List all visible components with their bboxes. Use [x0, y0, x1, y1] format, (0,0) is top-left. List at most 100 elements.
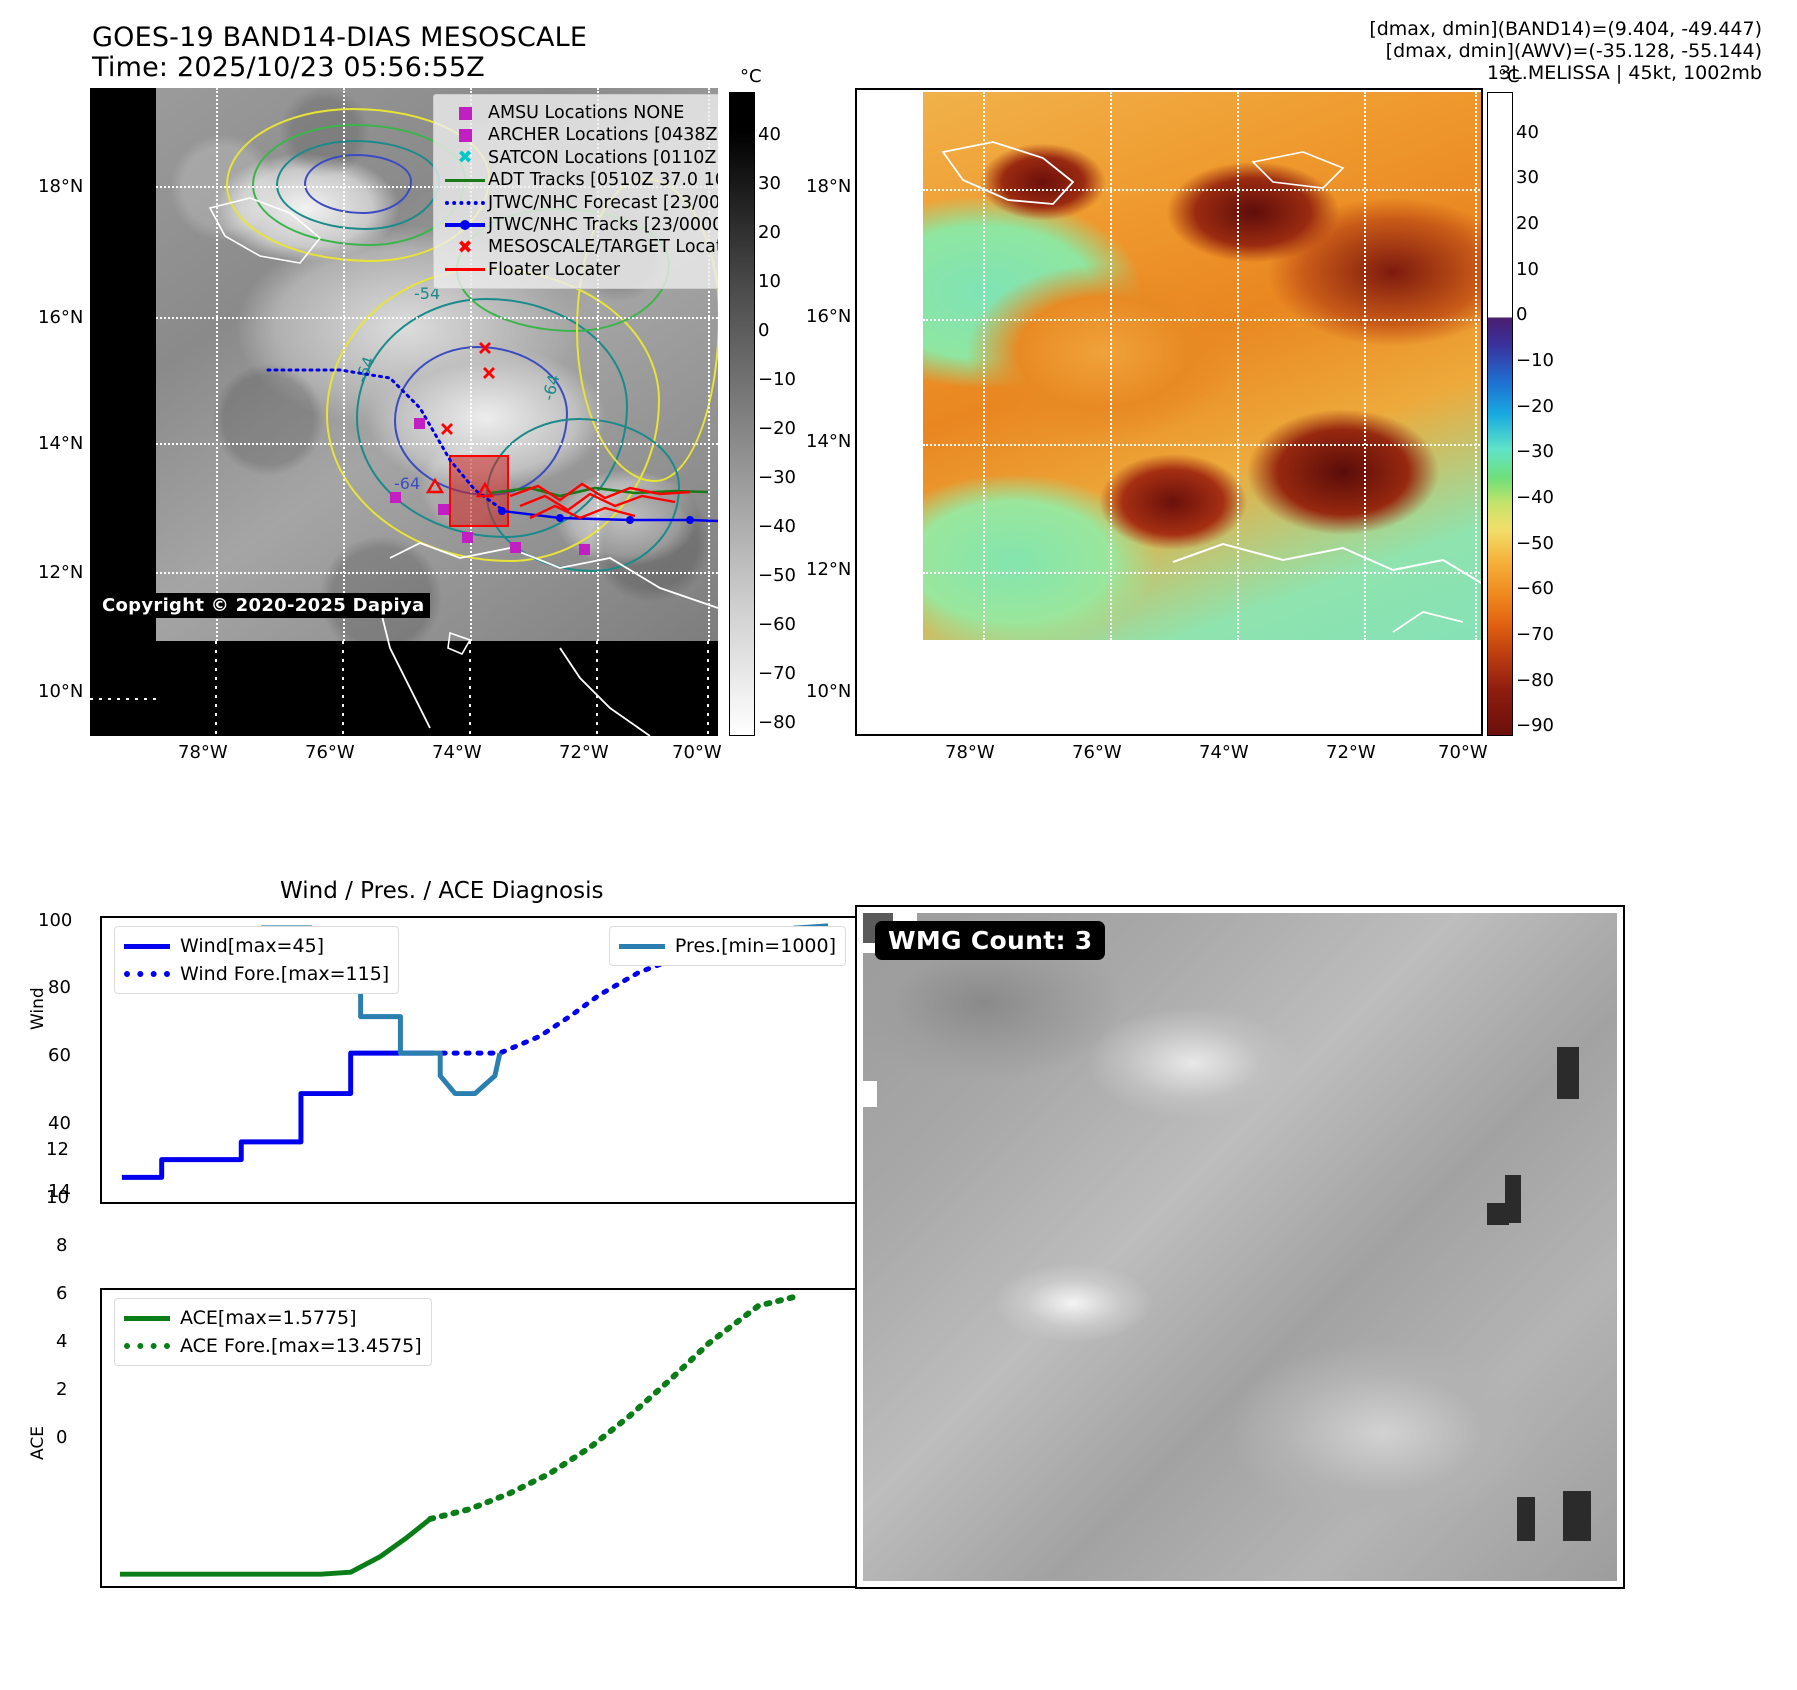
map-gridline-lon — [597, 88, 599, 641]
ace-axis-label: ACE — [28, 1426, 48, 1460]
legend-label: ACE Fore.[max=13.4575] — [180, 1335, 422, 1357]
awv-lon-tick: 72°W — [1326, 742, 1376, 763]
map-gridline-lon — [216, 88, 218, 641]
wmg-count-badge: WMG Count: 3 — [875, 921, 1106, 960]
map-gridline-lat — [923, 572, 1481, 574]
map-gridline-lat — [923, 444, 1481, 446]
legend-item-satcon: ✖ SATCON Locations [0110Z 46 997] — [442, 147, 718, 169]
wmg-dark-cell — [1505, 1175, 1521, 1223]
legend-label: JTWC/NHC Tracks [23/0000Z] — [488, 214, 718, 235]
legend-item-ace: ACE[max=1.5775] — [124, 1304, 422, 1332]
ir-lon-tick: 76°W — [305, 742, 355, 763]
awv-lon-tick: 76°W — [1072, 742, 1122, 763]
ace-chart[interactable]: ACE[max=1.5775] ACE Fore.[max=13.4575] — [100, 1288, 860, 1588]
wind-ytick: 40 — [48, 1113, 71, 1134]
ir-satellite-map[interactable]: -54 -64 -64 -64 — [90, 88, 718, 736]
map-gridline-lat — [923, 319, 1481, 321]
map-gridline-lon — [983, 92, 985, 640]
wmg-dark-cell — [1557, 1047, 1579, 1099]
ir-lat-tick: 10°N — [38, 681, 84, 702]
pressure-line-icon — [618, 943, 675, 949]
wmg-dark-cell — [1487, 1203, 1509, 1225]
awv-image — [923, 92, 1481, 640]
legend-label: ARCHER Locations [0438Z] — [488, 125, 718, 146]
wind-ytick: 60 — [48, 1045, 71, 1066]
ace-chart-plot — [119, 1292, 802, 1577]
contour-label: -64 — [394, 474, 421, 493]
ace-chart-legend: ACE[max=1.5775] ACE Fore.[max=13.4575] — [114, 1298, 432, 1366]
legend-label: AMSU Locations NONE — [488, 103, 685, 123]
wind-pressure-chart[interactable]: Wind[max=45] Wind Fore.[max=115] Pres.[m… — [100, 916, 860, 1204]
awv-lon-tick: 78°W — [945, 742, 995, 763]
ir-colorbar — [729, 92, 755, 736]
legend-item-mesoscale-target: ✖ MESOSCALE/TARGET Location — [442, 236, 718, 258]
map-gridline-lon — [470, 88, 472, 641]
ir-lon-tick: 70°W — [672, 742, 722, 763]
pressure-chart-legend: Pres.[min=1000] — [608, 926, 846, 966]
ir-lat-tick: 18°N — [38, 176, 84, 197]
ace-ytick: 4 — [56, 1331, 68, 1352]
satcon-x-icon: ✖ — [457, 146, 473, 168]
ir-colorbar-unit: °C — [740, 66, 762, 87]
wind-ytick: 14 — [48, 1181, 71, 1202]
mesoscale-target-marker — [441, 342, 495, 435]
ace-forecast-dotted-icon — [124, 1343, 180, 1349]
awv-lon-tick: 70°W — [1438, 742, 1488, 763]
wmg-grayscale-panel[interactable]: WMG Count: 3 — [855, 905, 1625, 1589]
wind-ytick: 100 — [38, 910, 73, 931]
legend-label: MESOSCALE/TARGET Location — [488, 237, 718, 258]
ir-lon-tick: 78°W — [178, 742, 228, 763]
wind-chart-legend: Wind[max=45] Wind Fore.[max=115] — [114, 926, 400, 994]
map-gridline-lon — [1475, 92, 1477, 640]
awv-lon-tick: 74°W — [1199, 742, 1249, 763]
legend-item-pressure: Pres.[min=1000] — [618, 932, 836, 960]
ir-lon-tick: 74°W — [432, 742, 482, 763]
target-x-icon: ✖ — [457, 236, 473, 258]
awv-lat-tick: 12°N — [806, 559, 852, 580]
wind-ytick: 80 — [48, 977, 71, 998]
wmg-bright-cell — [863, 1081, 877, 1107]
ace-ytick: 10 — [46, 1187, 69, 1208]
legend-item-jtwc-forecast: JTWC/NHC Forecast [23/0000Z] — [442, 192, 718, 214]
awv-colorbar-unit: °C — [1498, 66, 1520, 87]
meta-awv-range: [dmax, dmin](AWV)=(-35.128, -55.144) — [1385, 40, 1762, 62]
map-gridline-lat — [923, 189, 1481, 191]
awv-lat-tick: 10°N — [806, 681, 852, 702]
copyright-notice: Copyright © 2020-2025 Dapiya — [96, 593, 431, 618]
ace-line-icon — [124, 1315, 180, 1321]
contour-label: -54 — [414, 284, 441, 303]
legend-item-amsu: AMSU Locations NONE — [442, 102, 718, 124]
legend-item-ace-forecast: ACE Fore.[max=13.4575] — [124, 1332, 422, 1360]
map-gridline-lat — [156, 443, 718, 445]
legend-label: ACE[max=1.5775] — [180, 1307, 357, 1329]
legend-label: Wind[max=45] — [180, 935, 325, 957]
archer-square-icon — [442, 129, 488, 143]
legend-label: Floater Locater — [488, 259, 621, 280]
ace-ytick: 2 — [56, 1379, 68, 1400]
wmg-image — [863, 913, 1617, 1581]
ace-ytick: 0 — [56, 1427, 68, 1448]
awv-lat-tick: 14°N — [806, 431, 852, 452]
ace-ytick: 12 — [46, 1139, 69, 1160]
ir-overlay-vectors — [90, 197, 718, 736]
floater-line-icon — [442, 268, 488, 272]
contour-ring — [304, 154, 412, 214]
legend-label: JTWC/NHC Forecast [23/0000Z] — [488, 192, 718, 213]
legend-item-jtwc-tracks: JTWC/NHC Tracks [23/0000Z] — [442, 214, 718, 236]
archer-location-marker — [390, 418, 590, 555]
legend-label: Pres.[min=1000] — [674, 935, 836, 957]
legend-label: Wind Fore.[max=115] — [180, 963, 390, 985]
legend-item-wind-forecast: Wind Fore.[max=115] — [124, 960, 389, 988]
legend-item-wind: Wind[max=45] — [124, 932, 389, 960]
map-gridline-lat — [156, 572, 718, 574]
awv-colorbar-ticks: 40 30 20 10 0 −10 −20 −30 −40 −50 −60 −7… — [1516, 122, 1554, 736]
ir-lon-tick: 72°W — [559, 742, 609, 763]
legend-label: SATCON Locations [0110Z 46 997] — [488, 147, 718, 168]
ir-lat-tick: 12°N — [38, 562, 84, 583]
awv-lat-tick: 18°N — [806, 176, 852, 197]
awv-coastlines — [941, 141, 1481, 633]
map-gridline-lat — [156, 317, 718, 319]
map-gridline-lon — [1237, 92, 1239, 640]
wmg-dark-cell — [1517, 1497, 1535, 1541]
awv-satellite-map[interactable] — [855, 88, 1483, 736]
